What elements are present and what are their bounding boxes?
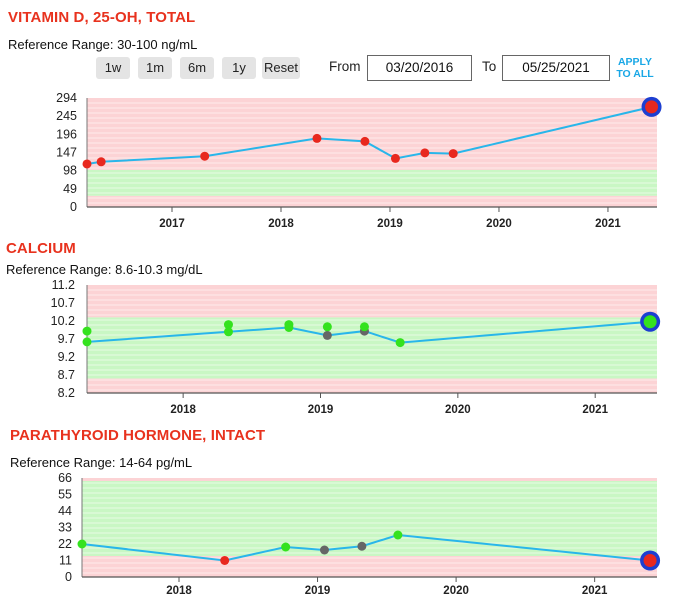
vitd-latest-point xyxy=(645,100,659,114)
calcium-xtick-label: 2019 xyxy=(308,404,334,416)
calcium-xtick-label: 2021 xyxy=(582,404,608,416)
calcium-ytick-label: 10.2 xyxy=(51,314,75,328)
calcium-data-point xyxy=(223,327,233,337)
vitd-xtick-label: 2019 xyxy=(377,218,403,230)
range-1m-button[interactable]: 1m xyxy=(138,57,172,79)
calcium-data-point xyxy=(284,320,294,330)
calcium-data-point xyxy=(82,337,92,347)
calcium-ytick-label: 8.7 xyxy=(58,368,75,382)
pth-data-point xyxy=(281,542,291,552)
pth-ytick-label: 33 xyxy=(58,521,72,535)
range-1y-button[interactable]: 1y xyxy=(222,57,256,79)
vitd-xtick-label: 2021 xyxy=(595,218,621,230)
pth-band-high xyxy=(82,478,657,481)
range-6m-button[interactable]: 6m xyxy=(180,57,214,79)
pth-data-point xyxy=(319,545,329,555)
pth-gridlines xyxy=(82,482,657,574)
pth-xtick-label: 2021 xyxy=(582,585,608,597)
apply-to-all-link[interactable]: APPLY TO ALL xyxy=(614,56,656,80)
pth-data-point xyxy=(393,530,403,540)
vitd-xtick-label: 2018 xyxy=(268,218,294,230)
calcium-chart: 11.2 10.7 10.2 9.7 9.2 8.7 8.2 2018 2019 2020 2021 xyxy=(51,278,661,416)
pth-reference-range: Reference Range: 14-64 pg/mL xyxy=(10,455,193,470)
pth-latest-point xyxy=(643,554,657,567)
to-label: To xyxy=(482,59,497,74)
vitd-data-point xyxy=(200,151,210,161)
vitd-data-point xyxy=(360,136,370,146)
calcium-reference-range: Reference Range: 8.6-10.3 mg/dL xyxy=(6,262,203,277)
pth-xtick-label: 2020 xyxy=(443,585,469,597)
calcium-ytick-label: 8.2 xyxy=(58,386,75,400)
calcium-band-normal xyxy=(87,317,657,379)
calcium-latest-point xyxy=(643,315,657,329)
calcium-data-point xyxy=(359,322,369,332)
vitamin-d-chart: 294 245 196 147 98 49 0 2017 2018 2019 2020 2021 xyxy=(56,91,662,230)
reset-range-button[interactable]: Reset xyxy=(262,57,300,79)
calcium-data-point xyxy=(395,338,405,348)
pth-band-low xyxy=(82,556,657,577)
apply-to-all-line1: APPLY xyxy=(617,56,653,68)
vitd-xtick-label: 2020 xyxy=(486,218,512,230)
pth-ytick-label: 55 xyxy=(58,488,72,502)
vitd-data-point xyxy=(312,133,322,143)
vitd-ytick-label: 98 xyxy=(63,164,77,178)
pth-xtick-label: 2018 xyxy=(166,585,192,597)
calcium-band-low xyxy=(87,378,657,393)
apply-to-all-line2: TO ALL xyxy=(616,68,654,80)
calcium-ytick-label: 10.7 xyxy=(51,296,75,310)
pth-xtick-label: 2019 xyxy=(305,585,331,597)
calcium-data-point xyxy=(322,322,332,332)
pth-data-point xyxy=(357,541,367,551)
pth-ytick-label: 22 xyxy=(58,537,72,551)
pth-ytick-label: 44 xyxy=(58,504,72,518)
to-date-input[interactable]: 05/25/2021 xyxy=(502,55,610,81)
pth-ytick-label: 11 xyxy=(59,554,72,568)
range-1w-button[interactable]: 1w xyxy=(96,57,130,79)
pth-ytick-label: 0 xyxy=(65,570,72,584)
pth-ytick-label: 66 xyxy=(58,471,72,485)
from-date-input[interactable]: 03/20/2016 xyxy=(367,55,472,81)
pth-data-point xyxy=(77,539,87,549)
vitd-data-point xyxy=(96,157,106,167)
calcium-ytick-label: 9.7 xyxy=(58,332,75,346)
calcium-data-point xyxy=(223,320,233,330)
pth-title: PARATHYROID HORMONE, INTACT xyxy=(10,427,266,444)
pth-data-point xyxy=(220,556,230,565)
calcium-ytick-label: 9.2 xyxy=(58,350,75,364)
vitd-band-low xyxy=(87,195,657,207)
vitd-ytick-label: 245 xyxy=(56,109,77,123)
vitamin-d-reference-range: Reference Range: 30-100 ng/mL xyxy=(8,37,198,52)
vitd-data-point xyxy=(420,148,430,158)
calcium-data-point xyxy=(82,326,92,336)
vitd-ytick-label: 196 xyxy=(56,127,77,141)
vitd-ytick-label: 294 xyxy=(56,91,77,105)
vitd-ytick-label: 147 xyxy=(56,146,77,160)
vitd-data-point xyxy=(390,153,400,163)
calcium-ytick-label: 11.2 xyxy=(52,278,75,292)
calcium-xtick-label: 2018 xyxy=(170,404,196,416)
calcium-data-point xyxy=(322,330,332,340)
vitamin-d-title: VITAMIN D, 25-OH, TOTAL xyxy=(8,9,196,26)
calcium-xtick-label: 2020 xyxy=(445,404,471,416)
calcium-title: CALCIUM xyxy=(6,240,76,257)
vitd-data-point xyxy=(82,159,92,169)
vitd-ytick-label: 0 xyxy=(70,200,77,214)
vitd-ytick-label: 49 xyxy=(63,182,77,196)
vitd-xtick-label: 2017 xyxy=(159,218,185,230)
from-label: From xyxy=(329,59,361,74)
vitd-data-point xyxy=(448,149,458,159)
